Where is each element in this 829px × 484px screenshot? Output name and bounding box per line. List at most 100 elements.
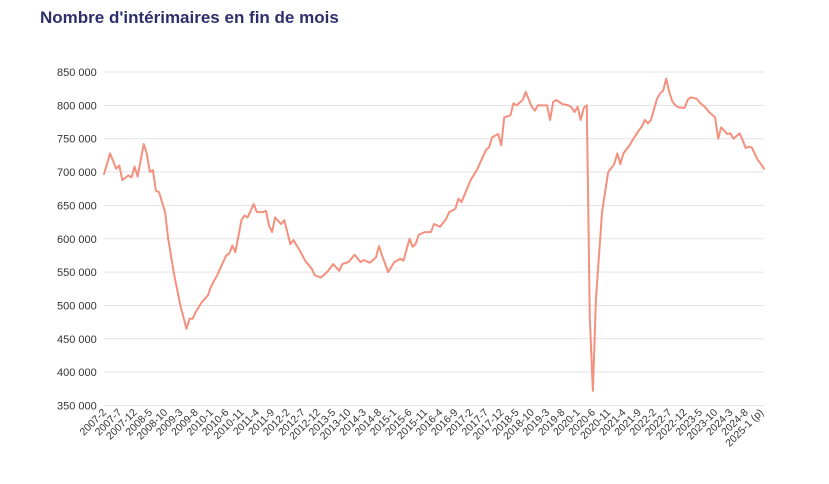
data-point — [402, 260, 404, 262]
data-point — [638, 130, 640, 132]
data-point — [338, 270, 340, 272]
data-point — [705, 107, 707, 109]
data-point — [546, 104, 548, 106]
data-point — [143, 143, 145, 145]
data-point — [742, 139, 744, 141]
data-point — [283, 219, 285, 221]
data-point — [155, 190, 157, 192]
grid-lines — [104, 71, 764, 406]
data-point — [228, 252, 230, 254]
y-tick-label: 650 000 — [57, 200, 97, 212]
data-point — [445, 218, 447, 220]
y-tick-label: 750 000 — [57, 134, 97, 146]
data-point — [131, 176, 133, 178]
data-point — [644, 119, 646, 121]
data-point — [632, 139, 634, 141]
data-point — [552, 101, 554, 103]
data-point — [726, 133, 728, 135]
data-point — [121, 179, 123, 181]
data-point — [531, 106, 533, 108]
data-point — [415, 243, 417, 245]
data-point — [500, 144, 502, 146]
data-point — [326, 271, 328, 273]
data-point — [763, 168, 765, 170]
data-point — [393, 261, 395, 263]
data-point — [262, 211, 264, 213]
data-point — [537, 104, 539, 106]
data-point — [714, 116, 716, 118]
data-point — [708, 111, 710, 113]
data-point — [274, 216, 276, 218]
data-point — [210, 286, 212, 288]
data-point — [192, 318, 194, 320]
data-point — [629, 144, 631, 146]
data-point — [677, 106, 679, 108]
data-point — [671, 100, 673, 102]
data-point — [729, 132, 731, 134]
data-point — [158, 191, 160, 193]
y-tick-label: 600 000 — [57, 234, 97, 246]
data-point — [271, 231, 273, 233]
data-point — [656, 98, 658, 100]
data-point — [222, 261, 224, 263]
data-point — [491, 136, 493, 138]
data-point — [665, 78, 667, 80]
data-point — [347, 261, 349, 263]
data-point — [167, 238, 169, 240]
data-point — [369, 262, 371, 264]
data-point — [256, 211, 258, 213]
data-point — [454, 208, 456, 210]
data-point — [247, 216, 249, 218]
data-point — [244, 214, 246, 216]
data-point — [583, 107, 585, 109]
data-point — [641, 126, 643, 128]
data-point — [289, 243, 291, 245]
data-point — [509, 114, 511, 116]
data-point — [137, 176, 139, 178]
data-point — [387, 271, 389, 273]
data-point — [662, 90, 664, 92]
data-point — [745, 147, 747, 149]
data-point — [534, 110, 536, 112]
data-point — [378, 245, 380, 247]
data-point — [485, 149, 487, 151]
data-point — [363, 259, 365, 261]
data-point — [305, 260, 307, 262]
series-layer — [103, 77, 765, 392]
data-point — [225, 254, 227, 256]
data-point — [522, 99, 524, 101]
data-point — [684, 107, 686, 109]
data-point — [622, 152, 624, 154]
data-point — [616, 152, 618, 154]
data-point — [320, 276, 322, 278]
data-point — [207, 294, 209, 296]
data-point — [659, 92, 661, 94]
data-point — [595, 298, 597, 300]
data-point — [516, 104, 518, 106]
data-point — [399, 258, 401, 260]
data-point — [647, 122, 649, 124]
data-point — [332, 263, 334, 265]
data-point — [696, 98, 698, 100]
data-point — [186, 328, 188, 330]
data-point — [231, 244, 233, 246]
data-point — [757, 159, 759, 161]
data-point — [179, 304, 181, 306]
data-point — [149, 171, 151, 173]
y-tick-label: 800 000 — [57, 100, 97, 112]
data-point — [580, 119, 582, 121]
data-point — [571, 106, 573, 108]
data-point — [253, 203, 255, 205]
data-point — [555, 99, 557, 101]
y-tick-label: 500 000 — [57, 300, 97, 312]
x-axis: 2007-22007-72007-122008-52008-102009-320… — [78, 407, 767, 450]
data-point — [739, 132, 741, 134]
data-point — [115, 168, 117, 170]
data-point — [457, 198, 459, 200]
data-point — [127, 174, 129, 176]
data-point — [461, 201, 463, 203]
data-point — [512, 102, 514, 104]
data-point — [280, 223, 282, 225]
series-line — [103, 77, 765, 392]
